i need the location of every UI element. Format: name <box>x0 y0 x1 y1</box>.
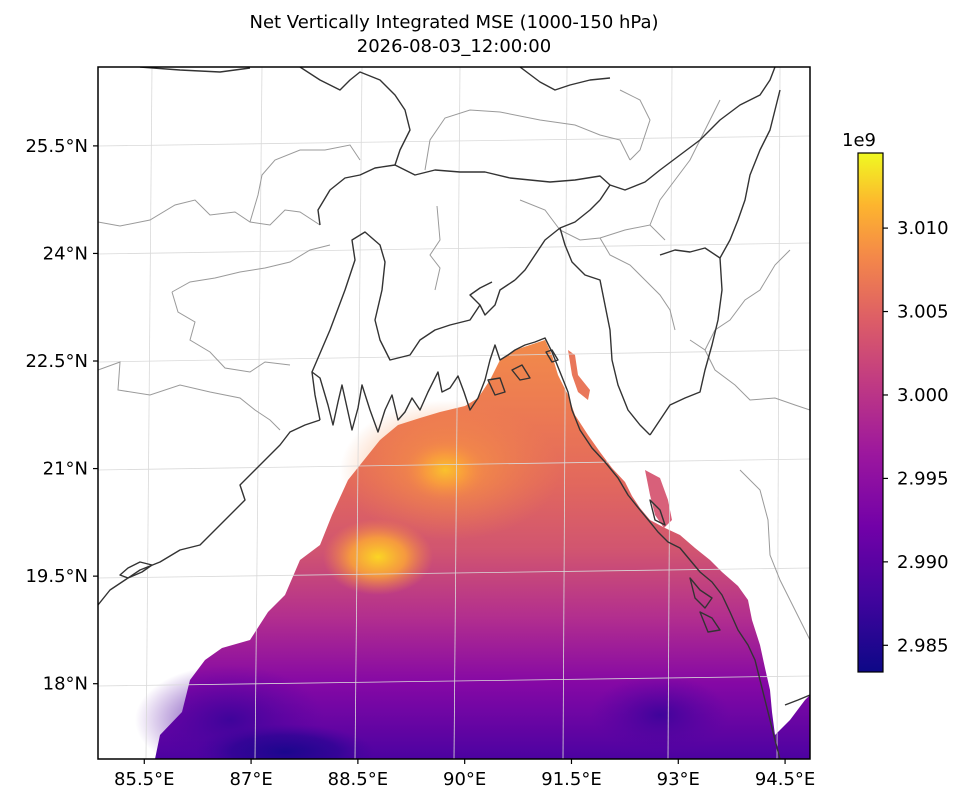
y-tick-label: 24°N <box>43 243 88 264</box>
mse-field <box>98 67 810 759</box>
colorbar-exponent: 1e9 <box>842 130 876 151</box>
minimum-zone <box>195 724 375 759</box>
bangladesh-border-west <box>311 231 481 373</box>
y-tick-label: 18°N <box>43 674 88 695</box>
colorbar-tick-label: 3.010 <box>897 218 949 239</box>
northeast-coastal-strip <box>568 350 590 400</box>
chart-subtitle: 2026-08-03_12:00:00 <box>356 36 552 57</box>
x-tick-label: 91.5°E <box>541 769 601 790</box>
colorbar-tick-label: 2.995 <box>897 468 949 489</box>
colorbar-ticks: 3.010 3.005 3.000 2.995 2.990 2.985 <box>883 218 949 656</box>
x-tick-label: 94.5°E <box>755 769 815 790</box>
y-tick-label: 22.5°N <box>25 351 88 372</box>
myanmar-coast <box>551 351 781 759</box>
hotspot-secondary <box>405 440 485 500</box>
colorbar-gradient <box>857 152 884 673</box>
cool-zone-southeast <box>590 675 730 755</box>
x-tick-label: 85.5°E <box>114 769 174 790</box>
y-tick-label: 21°N <box>43 459 88 480</box>
india-myanmar-border <box>609 67 776 191</box>
hotspot-max <box>323 519 433 595</box>
colorbar-tick-label: 3.000 <box>897 385 949 406</box>
colorbar-tick-label: 2.990 <box>897 552 949 573</box>
x-tick-label: 93°E <box>657 769 700 790</box>
x-tick-label: 90°E <box>443 769 486 790</box>
y-tick-label: 25.5°N <box>25 136 88 157</box>
chart-title: Net Vertically Integrated MSE (1000-150 … <box>249 12 659 33</box>
x-tick-label: 88.5°E <box>328 769 388 790</box>
myanmar-coast-strip <box>645 470 672 528</box>
x-tick-label: 87°E <box>229 769 272 790</box>
colorbar-tick-label: 3.005 <box>897 302 949 323</box>
colorbar: 1e9 3.010 3.005 3.000 2.995 2.990 2.985 <box>842 130 949 673</box>
y-tick-label: 19.5°N <box>25 566 88 587</box>
colorbar-tick-label: 2.985 <box>897 635 949 656</box>
state-boundaries <box>98 89 810 641</box>
x-axis: 85.5°E 87°E 88.5°E 90°E 91.5°E 93°E 94.5°E <box>114 759 815 790</box>
bangladesh-border-east <box>514 199 601 281</box>
y-axis: 25.5°N 24°N 22.5°N 21°N 19.5°N 18°N <box>25 136 98 695</box>
bangladesh-border-north <box>317 164 611 226</box>
sundarbans-coast <box>311 337 553 433</box>
coastline-borders <box>98 67 810 759</box>
map-frame <box>97 66 811 760</box>
sea-field <box>155 340 810 759</box>
india-east-coast <box>98 419 321 606</box>
